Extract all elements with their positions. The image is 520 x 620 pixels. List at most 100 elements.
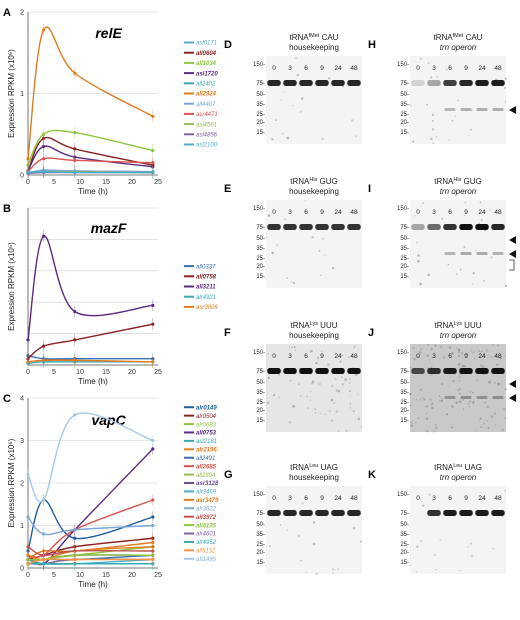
blot-noise (417, 417, 420, 420)
lane-label: 3 (432, 65, 436, 72)
blot-noise (473, 350, 476, 354)
data-point-all3211 (42, 234, 46, 238)
x-tick-label: 25 (154, 369, 162, 376)
lane-label: 9 (320, 209, 324, 216)
blot-noise (354, 373, 358, 377)
data-point-all0604 (73, 147, 77, 151)
band (347, 224, 361, 230)
lane-label: 6 (448, 65, 452, 72)
band (267, 224, 281, 230)
blot-noise (413, 430, 415, 432)
data-point-all2924 (42, 28, 46, 32)
y-axis-label: Expression RPKM (x10⁶) (7, 438, 16, 527)
band (459, 80, 473, 86)
data-point-alr3622 (42, 532, 46, 536)
lane-label: 3 (288, 209, 292, 216)
lane-label: 0 (416, 495, 420, 502)
band (299, 80, 313, 86)
lane-label: 48 (494, 209, 502, 216)
blot-noise (436, 75, 439, 78)
band (443, 224, 457, 230)
title-superscript: Lys (310, 321, 319, 327)
data-point-all0753 (151, 447, 155, 451)
fragment-band (460, 252, 472, 255)
data-point-alr3622 (26, 515, 30, 519)
blot-noise (352, 409, 355, 413)
x-axis-label: Time (h) (78, 187, 108, 196)
size-marker-label: 75- (400, 511, 409, 517)
blot-noise (480, 218, 483, 221)
band (267, 80, 281, 86)
blot-noise (429, 137, 433, 141)
blot-noise (483, 422, 485, 425)
legend-entry: all4135 (196, 523, 217, 529)
blot-noise (452, 379, 455, 383)
blot-noise (467, 402, 470, 405)
blot-noise (413, 60, 415, 62)
data-point-all1495 (73, 413, 77, 417)
blot-noise (472, 352, 474, 354)
blot-noise (351, 119, 354, 122)
blot-noise (504, 388, 508, 391)
legend-entry: asl1720 (196, 71, 218, 77)
blot-noise (277, 396, 281, 399)
panel-letter: F (224, 327, 231, 339)
data-point-asl2100 (73, 170, 77, 175)
x-tick-label: 20 (128, 572, 136, 579)
blot-noise (265, 236, 268, 239)
size-marker-label: 25- (400, 542, 409, 548)
size-marker-label: 75- (256, 81, 265, 87)
blot-noise (323, 254, 326, 256)
blot-noise (477, 350, 480, 353)
blot-noise (457, 99, 459, 102)
fragment-band (460, 108, 472, 111)
blot-noise (431, 113, 435, 117)
blot-noise (480, 426, 482, 429)
band (411, 224, 425, 230)
blot-noise (441, 383, 444, 386)
blot-noise (321, 137, 324, 141)
blot-noise (432, 142, 434, 145)
blot-noise (434, 424, 437, 426)
legend-entry: all0753 (196, 431, 217, 437)
arrowhead-icon (509, 106, 516, 114)
blot-noise (419, 351, 422, 354)
legend-entry: alr4952 (196, 540, 217, 546)
size-marker-label: 35- (400, 532, 409, 538)
blot-noise (431, 119, 434, 122)
data-point-all2924 (26, 157, 30, 161)
y-tick-label: 3 (20, 438, 24, 445)
data-point-all5132 (26, 562, 30, 566)
blot-noise (337, 568, 340, 570)
blot-noise (277, 373, 281, 377)
blot-noise (353, 347, 355, 349)
x-tick-label: 10 (76, 369, 84, 376)
blot-noise (267, 353, 270, 355)
band (347, 80, 361, 86)
blot-title: tRNALys UUU (290, 321, 337, 330)
size-marker-label: 50- (400, 236, 409, 242)
blot-noise (415, 398, 418, 401)
band (459, 368, 473, 374)
blot-noise (290, 281, 293, 283)
blot-noise (459, 569, 461, 572)
blot-noise (311, 380, 315, 384)
blot-noise (471, 401, 475, 404)
x-tick-label: 20 (128, 369, 136, 376)
blot-noise (447, 385, 449, 387)
blot-subtitle: housekeeping (289, 187, 339, 196)
lane-label: 0 (416, 65, 420, 72)
blot-noise (279, 524, 282, 526)
blot-noise (457, 348, 461, 352)
band (315, 510, 329, 516)
lane-label: 24 (478, 353, 486, 360)
lane-label: 0 (272, 353, 276, 360)
band (491, 368, 505, 374)
size-marker-label: 50- (256, 380, 265, 386)
blot-noise (418, 351, 421, 354)
data-point-asr3006 (151, 360, 155, 364)
blot-subtitle: trn operon (440, 473, 477, 482)
blot-noise (462, 398, 465, 401)
blot-noise (458, 388, 462, 391)
